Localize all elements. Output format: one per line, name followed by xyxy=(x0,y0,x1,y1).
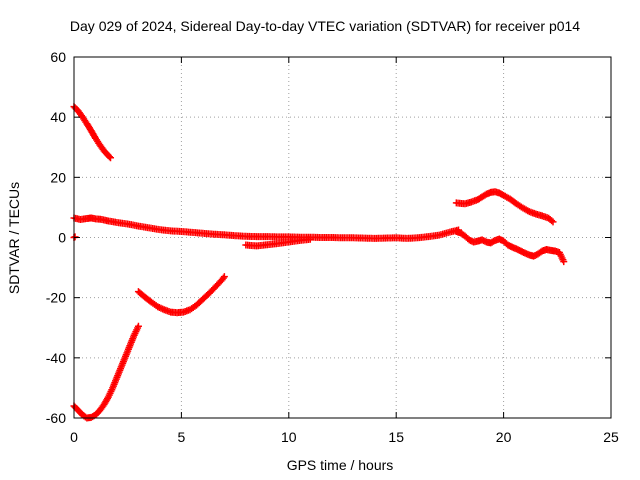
series-arc-1 xyxy=(70,103,115,162)
y-tick-label: 40 xyxy=(50,109,66,125)
series-arc-6 xyxy=(543,246,568,266)
x-axis-label: GPS time / hours xyxy=(287,457,394,473)
series-arc-3 xyxy=(70,214,462,242)
x-tick-label: 15 xyxy=(388,429,404,445)
series-arc-4 xyxy=(242,235,314,250)
data-point xyxy=(71,233,79,241)
y-axis-label: SDTVAR / TECUs xyxy=(6,182,22,294)
data-point-fill xyxy=(548,217,556,225)
series-arc-7 xyxy=(452,188,557,226)
data-point xyxy=(134,322,142,330)
x-tick-label: 5 xyxy=(178,429,186,445)
axis-ticks: 0 5 10 15 20 25 -60 -40 -20 0 20 40 60 xyxy=(46,49,619,445)
data-point xyxy=(560,258,568,266)
y-tick-label: 20 xyxy=(50,169,66,185)
chart-title: Day 029 of 2024, Sidereal Day-to-day VTE… xyxy=(70,18,580,34)
data-point xyxy=(306,235,314,243)
series-arc-8 xyxy=(134,273,228,317)
y-tick-label: 60 xyxy=(50,49,66,65)
y-tick-label: -60 xyxy=(46,410,66,426)
data-points xyxy=(70,103,568,422)
y-tick-label: 0 xyxy=(58,230,66,246)
x-tick-label: 0 xyxy=(70,429,78,445)
data-point xyxy=(549,218,557,226)
data-point-fill xyxy=(105,153,113,161)
x-tick-label: 20 xyxy=(496,429,512,445)
data-point xyxy=(220,273,228,281)
data-point-fill xyxy=(219,274,227,282)
series-arc-9 xyxy=(70,322,142,422)
y-tick-label: -20 xyxy=(46,290,66,306)
x-tick-label: 10 xyxy=(281,429,297,445)
y-tick-label: -40 xyxy=(46,350,66,366)
x-tick-label: 25 xyxy=(603,429,619,445)
data-point xyxy=(107,154,115,162)
series-arc-5 xyxy=(452,227,551,260)
